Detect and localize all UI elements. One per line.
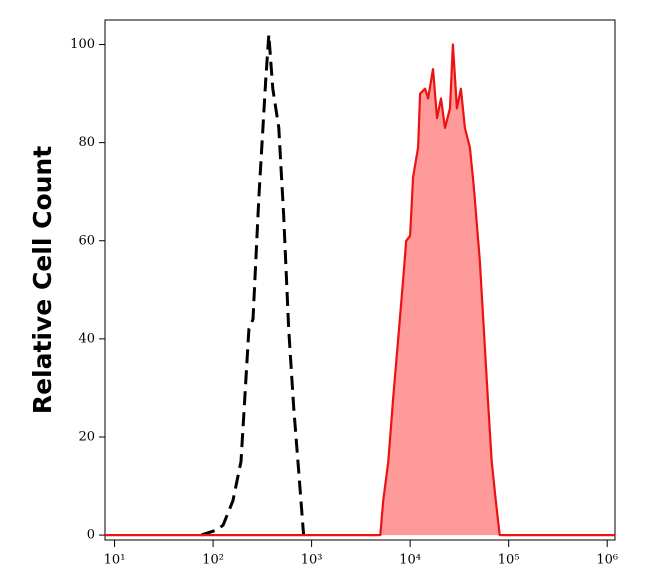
plot-frame bbox=[104, 19, 616, 541]
histogram-fill bbox=[105, 44, 615, 536]
x-tick-label: 10⁵ bbox=[498, 553, 520, 568]
y-tick-label: 0 bbox=[87, 528, 95, 543]
x-tick-label: 10⁶ bbox=[596, 553, 618, 568]
x-tick-label: 10⁴ bbox=[399, 553, 421, 568]
y-axis-label: Relative Cell Count bbox=[28, 146, 57, 414]
histogram-line bbox=[200, 33, 306, 537]
y-tick-label: 60 bbox=[78, 233, 95, 248]
x-tick-label: 10² bbox=[202, 553, 224, 568]
x-tick-label: 10¹ bbox=[104, 553, 126, 568]
y-tick-label: 80 bbox=[78, 135, 95, 150]
histogram-line bbox=[105, 43, 615, 537]
y-tick-label: 40 bbox=[78, 331, 95, 346]
y-tick-label: 20 bbox=[78, 429, 95, 444]
y-tick-label: 100 bbox=[70, 37, 95, 52]
x-tick-label: 10³ bbox=[301, 553, 323, 568]
